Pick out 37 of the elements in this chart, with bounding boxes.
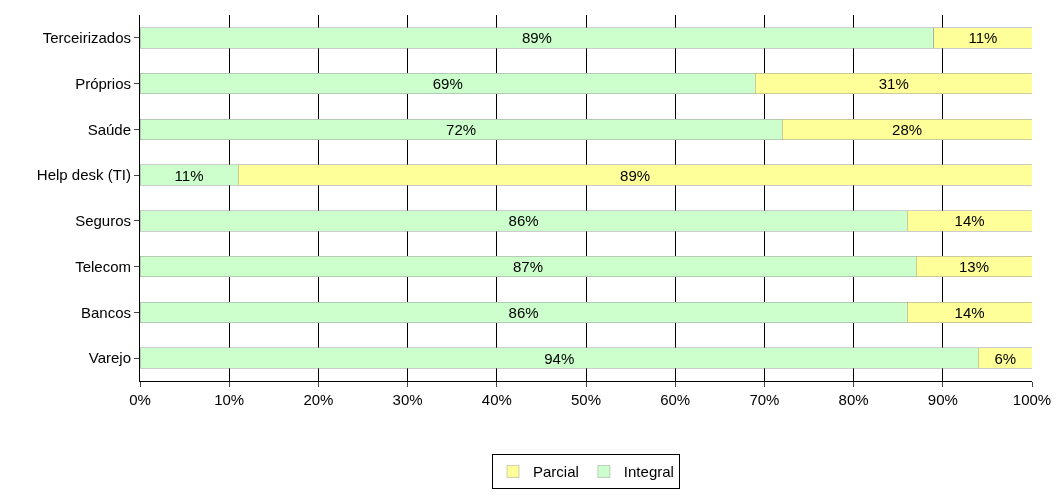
data-label: 87% xyxy=(513,258,544,276)
data-label: 89% xyxy=(521,29,552,47)
data-label: 14% xyxy=(954,212,985,230)
data-label: 69% xyxy=(432,75,463,93)
y-tick-label: Seguros xyxy=(75,212,131,230)
x-tick-label: 90% xyxy=(927,391,958,408)
legend-label: Parcial xyxy=(533,463,579,481)
data-label: 11% xyxy=(968,29,998,47)
data-label: 11% xyxy=(174,166,204,184)
y-tick-label: Próprios xyxy=(75,74,131,92)
y-tick-label: Help desk (TI) xyxy=(36,166,131,184)
data-label: 31% xyxy=(878,75,909,93)
data-label: 14% xyxy=(954,303,985,321)
data-label: 72% xyxy=(446,120,477,138)
data-label: 86% xyxy=(508,212,539,230)
x-tick-label: 100% xyxy=(1012,391,1052,408)
y-tick-label: Terceirizados xyxy=(42,29,131,47)
x-tick-label: 40% xyxy=(481,391,512,408)
x-tick-label: 80% xyxy=(838,391,869,408)
data-label: 6% xyxy=(994,349,1017,367)
y-tick-label: Telecom xyxy=(75,257,131,275)
x-tick-label: 10% xyxy=(214,391,245,408)
y-tick-label: Bancos xyxy=(80,303,131,321)
y-tick-label: Varejo xyxy=(88,349,131,367)
x-tick-label: 0% xyxy=(129,391,151,408)
x-tick-label: 70% xyxy=(749,391,780,408)
x-tick-label: 20% xyxy=(303,391,334,408)
y-tick-label: Saúde xyxy=(87,120,131,138)
data-label: 89% xyxy=(620,166,651,184)
data-label: 86% xyxy=(508,303,539,321)
x-tick-label: 60% xyxy=(660,391,691,408)
data-label: 94% xyxy=(544,349,575,367)
legend-label: Integral xyxy=(623,463,674,481)
x-tick-label: 30% xyxy=(392,391,423,408)
data-label: 28% xyxy=(892,120,923,138)
x-tick-label: 50% xyxy=(570,391,602,408)
data-label: 13% xyxy=(959,258,990,276)
